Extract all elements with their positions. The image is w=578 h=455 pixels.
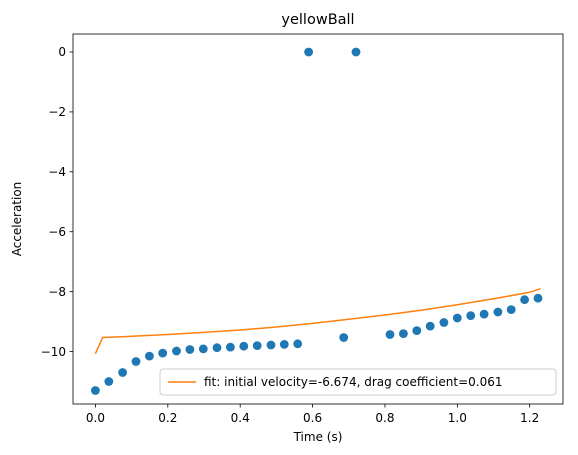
scatter-point [399,329,408,338]
plot-background [73,34,563,404]
scatter-point [339,333,349,342]
scatter-point [212,343,222,353]
legend-label-fit: fit: initial velocity=-6.674, drag coeff… [204,375,503,389]
scatter-point [279,340,289,349]
scatter-point [239,341,249,351]
scatter-point [520,295,529,305]
scatter-point [131,357,141,366]
scatter-point [185,345,195,354]
scatter-point [145,351,154,361]
y-tick-label: −8 [48,285,66,299]
fit-line-layer [94,287,541,355]
plot-frame [72,33,564,405]
scatter-point [104,377,114,386]
scatter-point [452,313,462,323]
x-tick-label: 0.2 [158,411,177,425]
scatter-point [91,386,100,395]
scatter-point [506,305,516,314]
x-tick-label: 0.4 [231,411,250,425]
scatter-point [466,311,476,320]
y-axis-title: Acceleration [10,182,24,257]
scatter-point [493,307,503,317]
x-tick-label: 0.0 [86,411,105,425]
scatter-point [351,47,361,57]
scatter-point [266,340,276,350]
scatter-point [412,326,422,335]
scatter-point [118,368,127,377]
scatter-point [479,309,489,319]
x-axis-title: Time (s) [293,430,343,444]
scatter-point [533,293,543,303]
legend-box [159,368,557,396]
x-axis: 0.0 0.2 0.4 0.6 0.8 1.0 1.2 [86,404,539,425]
y-tick-label: −10 [41,345,66,359]
scatter-point [158,348,168,358]
y-tick-label: −6 [48,225,66,239]
scatter-point [425,321,435,331]
x-tick-label: 0.8 [375,411,394,425]
x-tick-label: 1.0 [448,411,467,425]
fit-line [94,287,541,355]
x-tick-label: 0.6 [303,411,322,425]
scatter-point [198,344,208,354]
y-axis: 0 −2 −4 −6 −8 −10 [41,45,73,359]
scatter-points-layer [91,47,543,395]
y-tick-label: −2 [48,105,66,119]
scatter-point [385,330,395,339]
chart-title: yellowBall [281,12,354,28]
scatter-point [293,339,303,349]
legend: fit: initial velocity=-6.674, drag coeff… [159,368,557,396]
y-tick-label: −4 [48,165,66,179]
scatter-point [226,342,235,352]
x-tick-label: 1.2 [520,411,539,425]
plot-area [72,33,564,405]
scatter-point [439,318,449,327]
scatter-point [252,341,262,350]
scatter-point [304,47,313,57]
y-tick-label: 0 [58,45,66,59]
scatter-point [172,346,181,356]
